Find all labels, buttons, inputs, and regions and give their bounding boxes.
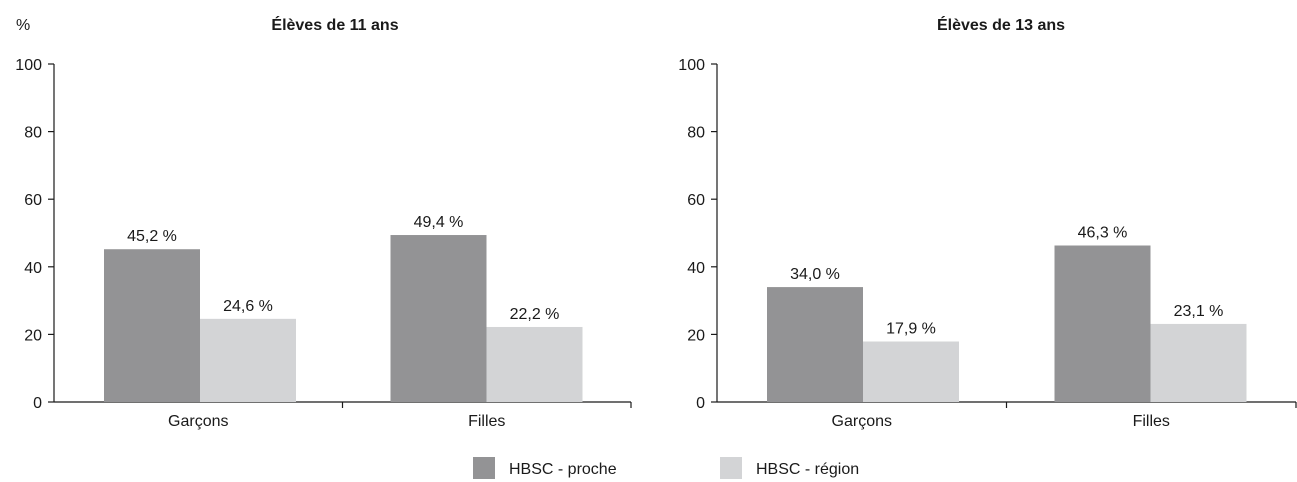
legend: HBSC - proche HBSC - région xyxy=(473,457,859,479)
x-category-label: Garçons xyxy=(832,413,892,430)
y-tick-label: 0 xyxy=(33,395,42,412)
bar-region xyxy=(1150,323,1247,402)
bar-region xyxy=(200,318,296,402)
bar-proche xyxy=(1054,245,1151,402)
y-tick-label: 40 xyxy=(687,260,705,277)
legend-label: HBSC - région xyxy=(756,461,859,478)
y-tick-label: 20 xyxy=(687,327,705,344)
chart-panel-1: Élèves de 11 ans 0 20 40 60 80 100 Garçons 45,2 … xyxy=(15,15,632,430)
legend-swatch-region xyxy=(720,457,742,479)
data-label: 45,2 % xyxy=(127,228,177,245)
bar-region xyxy=(486,326,583,402)
y-tick-label: 60 xyxy=(24,192,42,209)
y-tick-label: 80 xyxy=(687,125,705,142)
data-label: 49,4 % xyxy=(414,214,464,231)
legend-swatch-proche xyxy=(473,457,495,479)
y-tick-label: 20 xyxy=(24,327,42,344)
bar-proche xyxy=(104,249,200,402)
data-label: 22,2 % xyxy=(510,306,560,323)
data-label: 17,9 % xyxy=(886,320,936,337)
chart-title: Élèves de 11 ans xyxy=(271,15,398,34)
y-tick-label: 60 xyxy=(687,192,705,209)
y-tick-label: 0 xyxy=(696,395,705,412)
bar-proche xyxy=(390,235,487,402)
y-tick-label: 40 xyxy=(24,260,42,277)
x-category-label: Filles xyxy=(468,413,505,430)
data-label: 23,1 % xyxy=(1174,303,1224,320)
y-tick-label: 100 xyxy=(678,57,705,74)
bar-region xyxy=(863,341,959,402)
chart-title: Élèves de 13 ans xyxy=(937,15,1065,34)
bar-proche xyxy=(767,287,863,402)
charts-group: Élèves de 11 ans 0 20 40 60 80 100 Garçons 45,2 … xyxy=(15,15,1297,430)
data-label: 24,6 % xyxy=(223,298,273,315)
x-category-label: Filles xyxy=(1133,413,1170,430)
y-unit-label: % xyxy=(16,17,30,34)
data-label: 34,0 % xyxy=(790,266,840,283)
chart-panel-2: Élèves de 13 ans 0 20 40 60 80 100 Garçons 34,0 … xyxy=(678,15,1297,430)
y-tick-label: 100 xyxy=(15,57,42,74)
x-category-label: Garçons xyxy=(168,413,228,430)
data-label: 46,3 % xyxy=(1078,225,1128,242)
y-tick-label: 80 xyxy=(24,125,42,142)
legend-label: HBSC - proche xyxy=(509,461,617,478)
